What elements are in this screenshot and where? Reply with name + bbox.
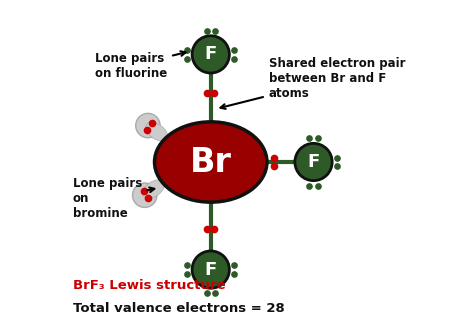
Circle shape (294, 143, 331, 181)
Text: Lone pairs
on fluorine: Lone pairs on fluorine (95, 51, 185, 80)
Text: F: F (204, 45, 216, 64)
Text: BrF₃ Lewis structure: BrF₃ Lewis structure (73, 279, 225, 292)
Circle shape (132, 183, 157, 207)
Circle shape (192, 251, 229, 288)
Text: Total valence electrons = 28: Total valence electrons = 28 (73, 302, 284, 315)
Text: Shared electron pair
between Br and F
atoms: Shared electron pair between Br and F at… (220, 57, 404, 109)
Ellipse shape (146, 122, 167, 141)
Text: Br: Br (190, 145, 231, 179)
Text: F: F (204, 260, 216, 279)
Text: F: F (307, 153, 319, 171)
Ellipse shape (154, 122, 266, 202)
Ellipse shape (142, 180, 164, 198)
Circle shape (192, 36, 229, 73)
Text: Lone pairs
on
bromine: Lone pairs on bromine (73, 178, 154, 220)
Circle shape (135, 113, 160, 138)
